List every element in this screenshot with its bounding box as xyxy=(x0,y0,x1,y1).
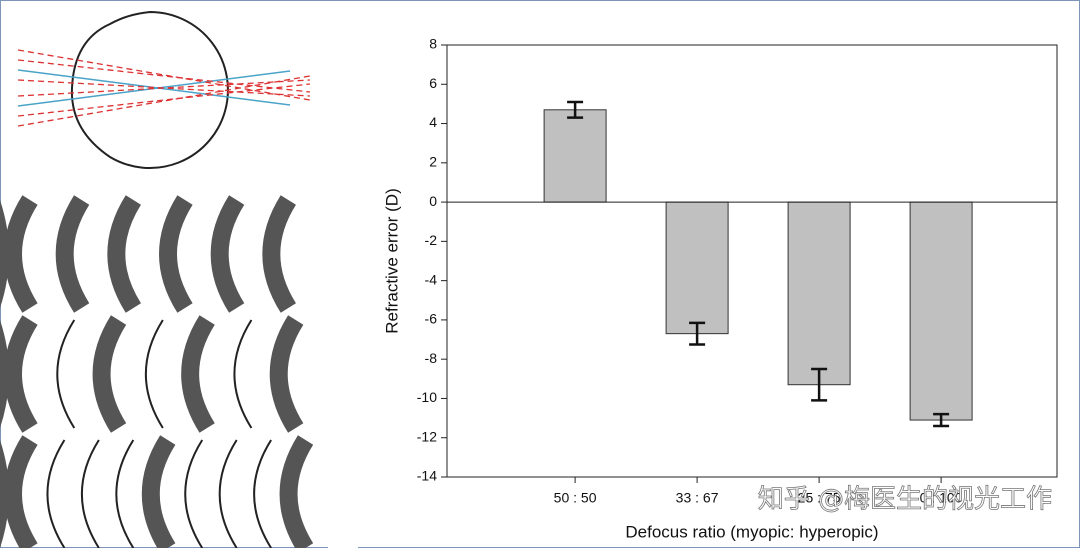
plot-area xyxy=(446,44,1058,478)
y-tick-label: 6 xyxy=(429,75,437,91)
y-tick-label: -4 xyxy=(425,271,438,287)
eye-diagram xyxy=(17,10,311,169)
thin-ring xyxy=(233,319,253,429)
thick-ring xyxy=(4,435,38,548)
eye-outline xyxy=(70,10,229,169)
thin-ring xyxy=(253,439,272,548)
error-bar xyxy=(933,412,950,428)
y-tick-label: -10 xyxy=(417,389,437,405)
focused-rays xyxy=(17,69,291,107)
x-tick-label: 33 : 67 xyxy=(676,490,719,506)
ring-mask xyxy=(328,320,358,428)
bar xyxy=(665,201,729,335)
bar xyxy=(543,109,607,203)
thick-ring xyxy=(141,435,176,548)
bar xyxy=(909,201,973,421)
y-tick-label: -12 xyxy=(417,428,437,444)
y-tick-label: -2 xyxy=(425,232,438,248)
thick-ring xyxy=(4,195,38,313)
y-tick-label: 4 xyxy=(429,114,437,130)
thick-ring xyxy=(4,315,38,433)
ring-mask xyxy=(328,200,358,308)
thick-ring xyxy=(107,195,142,313)
bar xyxy=(787,201,851,386)
thin-ring xyxy=(144,319,164,429)
thick-ring xyxy=(181,315,215,433)
lens-rings xyxy=(0,195,358,548)
x-tick-label: 50 : 50 xyxy=(554,490,597,506)
watermark: 知乎 @梅医生的视光工作 xyxy=(758,485,1052,515)
x-tick-label: 0 : 100 xyxy=(920,490,963,506)
y-tick-label: 0 xyxy=(429,193,437,209)
error-bar xyxy=(811,367,828,402)
thick-ring xyxy=(279,435,314,548)
thick-ring xyxy=(92,315,127,433)
x-tick-label: 25 : 75 xyxy=(798,490,841,506)
thin-ring xyxy=(184,439,204,548)
thick-ring xyxy=(159,195,193,313)
thin-ring xyxy=(56,319,76,429)
y-tick-label: -14 xyxy=(417,468,437,484)
x-axis-title: Defocus ratio (myopic: hyperopic) xyxy=(625,522,878,541)
y-tick-label: 8 xyxy=(429,36,437,52)
thick-ring xyxy=(269,315,304,433)
y-tick-label: -6 xyxy=(425,311,438,327)
defocused-rays xyxy=(17,49,311,127)
thin-ring xyxy=(46,439,66,548)
y-tick-label: -8 xyxy=(425,350,438,366)
thick-ring xyxy=(210,195,245,313)
y-axis-title: Refractive error (D) xyxy=(382,188,401,333)
thin-ring xyxy=(80,439,100,548)
error-bar xyxy=(567,100,584,119)
ring-mask xyxy=(328,440,358,548)
thin-ring xyxy=(218,439,238,548)
error-bar xyxy=(689,321,706,346)
y-tick-label: 2 xyxy=(429,154,437,170)
thick-ring xyxy=(262,195,297,313)
thin-ring xyxy=(115,439,135,548)
thick-ring xyxy=(55,195,90,313)
